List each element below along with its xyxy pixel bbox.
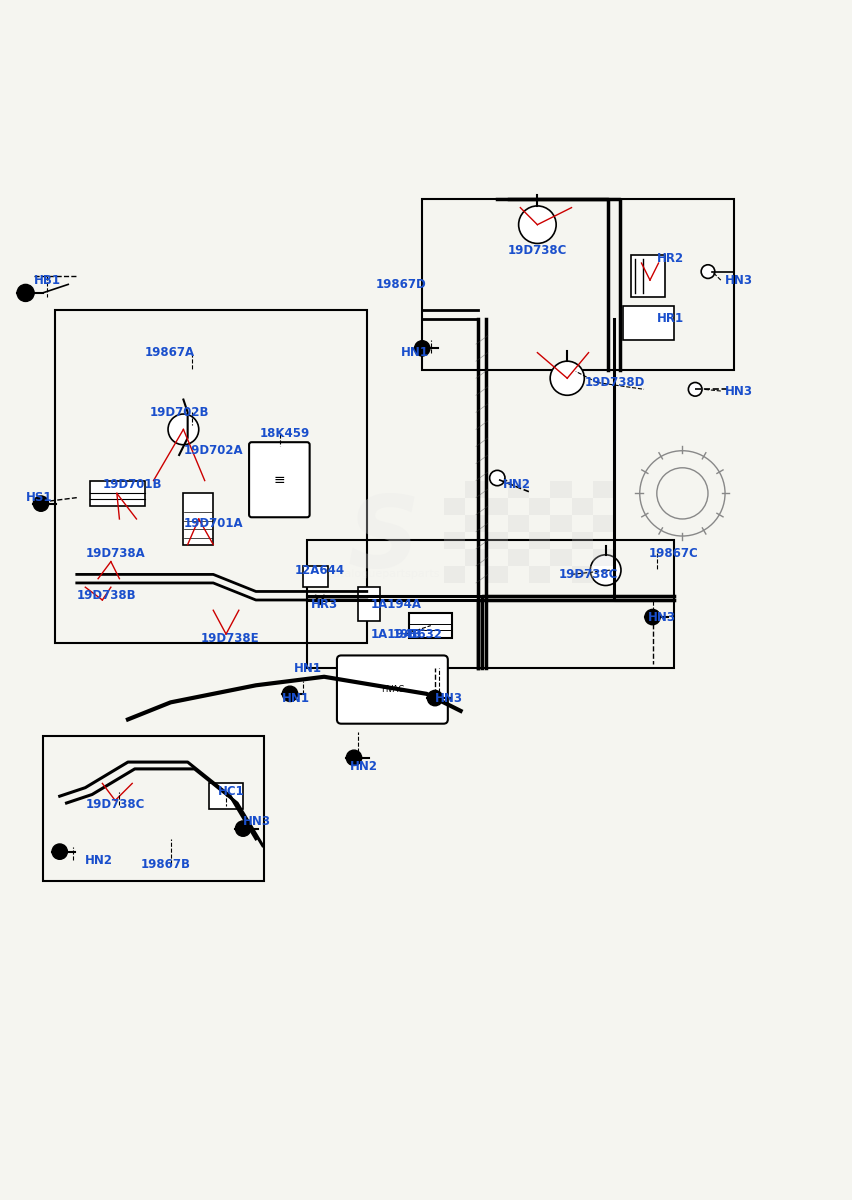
- Circle shape: [427, 690, 442, 706]
- Bar: [630, 254, 665, 298]
- Text: 19D738B: 19D738B: [77, 589, 136, 602]
- Text: 19867B: 19867B: [141, 858, 191, 871]
- Text: ≡: ≡: [273, 473, 285, 487]
- Text: HR2: HR2: [656, 252, 683, 265]
- Circle shape: [518, 206, 556, 244]
- Bar: [592, 480, 613, 498]
- FancyBboxPatch shape: [337, 655, 447, 724]
- Bar: [443, 498, 464, 515]
- Text: 19B632: 19B632: [392, 628, 441, 641]
- Bar: [358, 587, 379, 622]
- Text: 19D702B: 19D702B: [149, 406, 209, 419]
- Bar: [209, 784, 243, 809]
- Text: HN3: HN3: [724, 384, 752, 397]
- Text: 19D738D: 19D738D: [584, 376, 644, 389]
- Bar: [550, 480, 571, 498]
- Text: HN3: HN3: [724, 274, 752, 287]
- Text: HN2: HN2: [349, 760, 377, 773]
- Circle shape: [414, 341, 429, 356]
- Bar: [43, 737, 264, 882]
- Bar: [507, 480, 528, 498]
- Bar: [592, 548, 613, 566]
- Bar: [550, 515, 571, 532]
- Circle shape: [644, 610, 659, 625]
- Bar: [307, 540, 673, 668]
- Text: 19D702A: 19D702A: [183, 444, 243, 457]
- Bar: [486, 566, 507, 583]
- Circle shape: [550, 361, 584, 395]
- Bar: [486, 498, 507, 515]
- Bar: [622, 306, 673, 340]
- Text: 19867C: 19867C: [648, 546, 697, 559]
- Text: HVAC: HVAC: [380, 685, 404, 694]
- Circle shape: [52, 844, 67, 859]
- Text: HB1: HB1: [34, 274, 61, 287]
- Bar: [528, 566, 550, 583]
- Bar: [571, 566, 592, 583]
- Bar: [571, 498, 592, 515]
- Text: S: S: [348, 492, 419, 589]
- Bar: [443, 532, 464, 548]
- Text: HN2: HN2: [503, 479, 531, 491]
- Text: 19D701B: 19D701B: [102, 479, 162, 491]
- Bar: [507, 515, 528, 532]
- Bar: [409, 613, 452, 638]
- Circle shape: [688, 383, 701, 396]
- Bar: [464, 548, 486, 566]
- Circle shape: [489, 470, 504, 486]
- Circle shape: [235, 821, 250, 836]
- Text: HR1: HR1: [656, 312, 683, 325]
- Text: HC1: HC1: [217, 786, 244, 798]
- Bar: [528, 498, 550, 515]
- Circle shape: [700, 265, 714, 278]
- Circle shape: [346, 750, 361, 766]
- FancyBboxPatch shape: [249, 442, 309, 517]
- Circle shape: [282, 686, 297, 702]
- Text: 1A194B: 1A194B: [371, 628, 422, 641]
- Text: 19D738A: 19D738A: [85, 546, 145, 559]
- Text: 19D738E: 19D738E: [200, 632, 259, 644]
- Text: HS1: HS1: [26, 491, 52, 504]
- Bar: [528, 532, 550, 548]
- Text: cataloguepartsparts: cataloguepartsparts: [327, 570, 440, 580]
- Bar: [443, 566, 464, 583]
- Bar: [571, 532, 592, 548]
- Bar: [550, 548, 571, 566]
- Circle shape: [33, 496, 49, 511]
- Bar: [89, 480, 145, 506]
- Text: 19867D: 19867D: [375, 278, 425, 290]
- Text: 19D738C: 19D738C: [85, 798, 145, 811]
- Text: HN1: HN1: [281, 691, 309, 704]
- Text: 19D738C: 19D738C: [558, 568, 618, 581]
- Bar: [422, 199, 733, 370]
- Bar: [302, 566, 328, 587]
- Circle shape: [590, 554, 620, 586]
- Text: 12A644: 12A644: [294, 564, 344, 577]
- Text: HN1: HN1: [400, 346, 429, 359]
- Bar: [486, 532, 507, 548]
- Text: HN1: HN1: [294, 661, 322, 674]
- Text: HN2: HN2: [85, 853, 113, 866]
- Bar: [464, 515, 486, 532]
- Text: 1A194A: 1A194A: [371, 598, 422, 611]
- Text: HN3: HN3: [435, 691, 463, 704]
- Text: 19867A: 19867A: [145, 346, 195, 359]
- Circle shape: [168, 414, 199, 445]
- Text: 19D701A: 19D701A: [183, 517, 243, 529]
- Text: HN3: HN3: [648, 611, 676, 624]
- Bar: [592, 515, 613, 532]
- Circle shape: [17, 284, 34, 301]
- Text: 18K459: 18K459: [260, 427, 310, 440]
- Text: 19D738C: 19D738C: [507, 244, 567, 257]
- Bar: [55, 310, 366, 643]
- Text: HR3: HR3: [311, 598, 338, 611]
- Bar: [507, 548, 528, 566]
- Text: HN3: HN3: [243, 815, 271, 828]
- Bar: [183, 493, 213, 545]
- Bar: [464, 480, 486, 498]
